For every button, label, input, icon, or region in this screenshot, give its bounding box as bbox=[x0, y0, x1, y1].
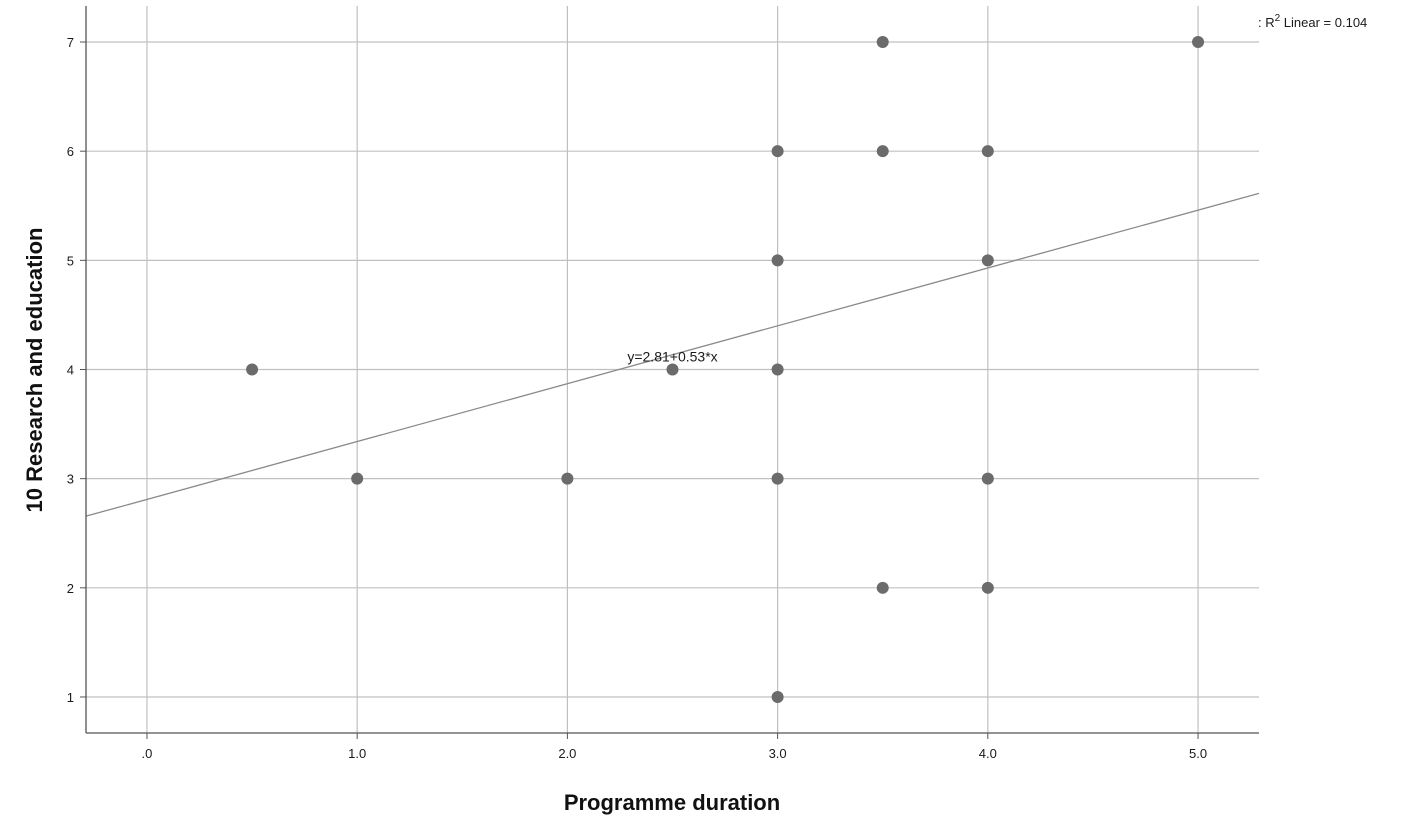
y-tick-label: 3 bbox=[67, 472, 74, 487]
x-tick-label: 4.0 bbox=[979, 746, 997, 761]
grid-lines bbox=[86, 6, 1259, 733]
data-point bbox=[981, 254, 994, 267]
legend-prefix: : R bbox=[1258, 15, 1275, 30]
r-squared-legend: : R2 Linear = 0.104 bbox=[1258, 13, 1367, 30]
data-point bbox=[561, 472, 574, 485]
fit-line bbox=[85, 192, 1260, 517]
x-axis-title: Programme duration bbox=[564, 790, 780, 815]
data-point bbox=[666, 363, 679, 376]
y-tick-label: 2 bbox=[67, 581, 74, 596]
legend-text: Linear = 0.104 bbox=[1280, 15, 1367, 30]
x-tick-label: .0 bbox=[142, 746, 153, 761]
y-axis-title: 10 Research and education bbox=[22, 228, 47, 513]
x-tick-label: 1.0 bbox=[348, 746, 366, 761]
data-point bbox=[1192, 36, 1205, 49]
data-point bbox=[771, 690, 784, 703]
data-point bbox=[981, 581, 994, 594]
data-point bbox=[876, 145, 889, 158]
axes bbox=[80, 6, 1259, 739]
data-point bbox=[771, 472, 784, 485]
y-tick-label: 6 bbox=[67, 144, 74, 159]
data-point bbox=[876, 581, 889, 594]
data-point bbox=[981, 472, 994, 485]
legend-superscript: 2 bbox=[1275, 13, 1281, 24]
tick-labels: .0 1.0 2.0 3.0 4.0 5.0 1 2 3 4 5 6 7 bbox=[67, 35, 1207, 761]
y-tick-label: 5 bbox=[67, 253, 74, 268]
data-point bbox=[246, 363, 259, 376]
x-tick-label: 5.0 bbox=[1189, 746, 1207, 761]
data-point bbox=[771, 145, 784, 158]
fit-equation-label: y=2.81+0.53*x bbox=[627, 349, 717, 365]
data-point bbox=[771, 254, 784, 267]
y-tick-label: 1 bbox=[67, 690, 74, 705]
data-point bbox=[771, 363, 784, 376]
x-tick-label: 2.0 bbox=[558, 746, 576, 761]
data-point bbox=[876, 36, 889, 49]
x-tick-label: 3.0 bbox=[769, 746, 787, 761]
data-point bbox=[981, 145, 994, 158]
data-point bbox=[351, 472, 364, 485]
fit-line-group bbox=[85, 192, 1260, 517]
data-points bbox=[246, 36, 1205, 703]
y-tick-label: 7 bbox=[67, 35, 74, 50]
y-tick-label: 4 bbox=[67, 363, 74, 378]
